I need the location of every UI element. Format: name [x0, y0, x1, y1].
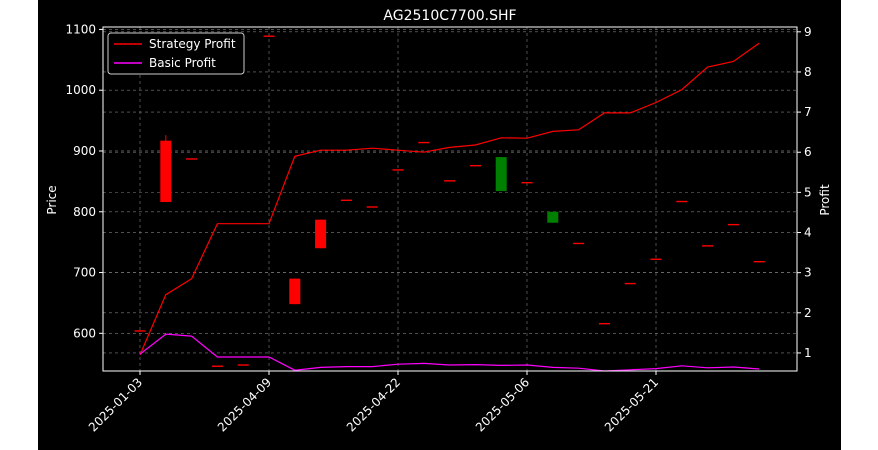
candle-5 [263, 35, 275, 37]
legend: Strategy Profit Basic Profit [107, 32, 245, 75]
y-right-tick-label-3: 3 [804, 266, 812, 280]
candle-2 [186, 158, 198, 160]
candle-body-15 [521, 181, 533, 184]
candle-23 [727, 223, 739, 226]
candle-body-23 [727, 223, 739, 226]
y-right-tick-label-8: 8 [804, 65, 812, 79]
candle-16 [547, 211, 559, 223]
line-layer [139, 42, 760, 372]
candle-body-2 [186, 158, 198, 160]
candle-body-19 [624, 282, 636, 285]
y-right-tick-label-5: 5 [804, 185, 812, 199]
candle-1 [160, 135, 172, 203]
candle-body-22 [702, 245, 714, 247]
candle-body-0 [134, 330, 146, 332]
candle-17 [573, 242, 585, 245]
candle-14 [495, 157, 507, 192]
candle-body-13 [469, 164, 481, 167]
candle-21 [676, 200, 688, 203]
candle-body-9 [366, 206, 378, 208]
candle-body-8 [340, 199, 352, 202]
candle-8 [340, 199, 352, 202]
y-left-tick-label-600: 600 [73, 326, 96, 340]
candle-body-7 [315, 219, 327, 249]
candle-body-11 [418, 141, 430, 144]
candle-24 [753, 260, 765, 263]
y-right-axis-label: Profit [818, 184, 832, 216]
y-left-tick-label-900: 900 [73, 144, 96, 158]
candle-body-3 [211, 365, 223, 367]
candle-body-5 [263, 35, 275, 37]
candle-body-4 [237, 364, 249, 366]
series-line-0 [139, 42, 760, 356]
candle-22 [702, 245, 714, 247]
legend-label-strategy-profit: Strategy Profit [149, 37, 236, 51]
chart-title: AG2510C7700.SHF [383, 8, 516, 24]
candle-19 [624, 282, 636, 285]
candle-10 [392, 169, 404, 171]
y-right-tick-label-9: 9 [804, 25, 812, 39]
y-right-tick-label-6: 6 [804, 145, 812, 159]
candle-body-17 [573, 242, 585, 245]
candle-11 [418, 141, 430, 144]
chart-background [38, 0, 841, 450]
candle-body-24 [753, 260, 765, 263]
candle-13 [469, 164, 481, 167]
candle-body-12 [444, 180, 456, 182]
y-left-tick-label-1100: 1100 [65, 22, 96, 36]
candle-body-18 [598, 322, 610, 325]
candle-body-20 [650, 258, 662, 260]
y-left-tick-label-700: 700 [73, 266, 96, 280]
candle-0 [134, 330, 146, 332]
series-line-1 [139, 333, 760, 372]
candle-4 [237, 364, 249, 366]
candle-15 [521, 181, 533, 184]
grid-layer [103, 27, 797, 371]
y-right-tick-label-4: 4 [804, 226, 812, 240]
y-left-axis-label: Price [45, 185, 59, 214]
y-right-tick-label-7: 7 [804, 105, 812, 119]
y-left-tick-label-800: 800 [73, 205, 96, 219]
candle-18 [598, 322, 610, 325]
candle-body-21 [676, 200, 688, 203]
candle-12 [444, 180, 456, 182]
plot-frame [102, 26, 798, 372]
legend-label-basic-profit: Basic Profit [149, 56, 216, 70]
candle-3 [211, 365, 223, 367]
candle-body-1 [160, 140, 172, 203]
candle-layer [134, 35, 765, 367]
candle-7 [315, 219, 327, 249]
candle-body-10 [392, 169, 404, 171]
candle-20 [650, 258, 662, 260]
candle-body-14 [495, 157, 507, 192]
y-right-tick-label-2: 2 [804, 306, 812, 320]
y-left-tick-label-1000: 1000 [65, 83, 96, 97]
y-right-tick-label-1: 1 [804, 346, 812, 360]
candle-body-16 [547, 211, 559, 223]
candle-6 [289, 278, 301, 305]
candle-body-6 [289, 278, 301, 305]
candle-9 [366, 206, 378, 208]
